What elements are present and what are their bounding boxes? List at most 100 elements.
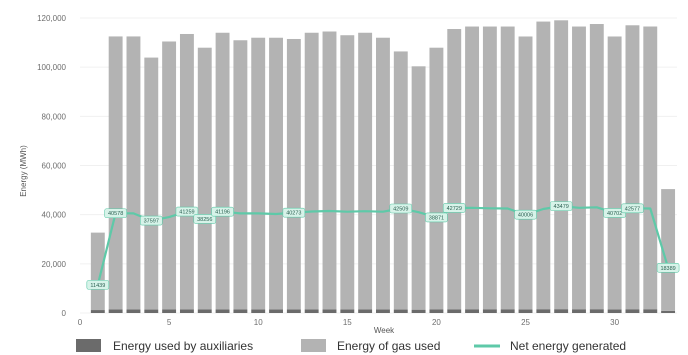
bar-gas[interactable] — [625, 25, 640, 310]
bar-auxiliaries[interactable] — [197, 309, 212, 313]
data-label: 43479 — [554, 204, 569, 210]
bar-auxiliaries[interactable] — [589, 309, 604, 313]
bar-gas[interactable] — [162, 41, 177, 310]
y-tick-label: 100,000 — [37, 63, 66, 72]
bar-gas[interactable] — [340, 35, 355, 310]
bar-gas[interactable] — [286, 38, 301, 310]
bar-gas[interactable] — [643, 26, 658, 310]
bar-gas[interactable] — [251, 37, 266, 310]
data-label-box — [282, 207, 306, 218]
bar-auxiliaries[interactable] — [376, 309, 390, 313]
bar-gas[interactable] — [233, 40, 248, 310]
bar-gas[interactable] — [179, 33, 194, 310]
y-axis-title: Energy (MWh) — [19, 145, 28, 197]
x-tick-label: 15 — [343, 318, 352, 327]
bar-auxiliaries[interactable] — [554, 309, 569, 313]
bar-auxiliaries[interactable] — [215, 309, 230, 313]
bar-auxiliaries[interactable] — [90, 310, 105, 313]
bar-auxiliaries[interactable] — [126, 309, 141, 313]
data-label-box — [656, 262, 680, 273]
legend-swatch-auxiliaries — [76, 339, 101, 352]
y-tick-label: 0 — [62, 309, 67, 318]
bar-gas[interactable] — [465, 26, 480, 310]
bar-auxiliaries[interactable] — [144, 309, 159, 313]
bar-gas[interactable] — [429, 47, 444, 310]
data-label-box — [514, 209, 537, 220]
bar-gas[interactable] — [393, 51, 408, 310]
data-label: 37597 — [144, 219, 159, 225]
bar-gas[interactable] — [536, 21, 551, 310]
bar-gas[interactable] — [90, 232, 105, 311]
bar-gas[interactable] — [269, 37, 283, 310]
data-label: 40702 — [607, 211, 622, 217]
x-axis-ticks: 0 5 10 15 20 25 30 — [78, 318, 620, 327]
bar-gas[interactable] — [376, 37, 390, 310]
y-tick-label: 120,000 — [37, 14, 66, 23]
bar-gas[interactable] — [518, 36, 533, 310]
bar-gas[interactable] — [358, 32, 373, 310]
bar-auxiliaries[interactable] — [286, 309, 301, 313]
bar-gas[interactable] — [572, 26, 586, 310]
bar-auxiliaries[interactable] — [269, 309, 283, 313]
bar-auxiliaries[interactable] — [500, 309, 515, 313]
bar-auxiliaries[interactable] — [162, 309, 177, 313]
x-tick-label: 25 — [521, 318, 530, 327]
bar-gas[interactable] — [554, 20, 569, 310]
x-tick-label: 0 — [78, 318, 83, 327]
bar-gas[interactable] — [482, 26, 497, 310]
bar-auxiliaries[interactable] — [465, 309, 480, 313]
bar-gas[interactable] — [607, 36, 622, 310]
data-label-box — [549, 201, 573, 211]
y-tick-label: 20,000 — [42, 260, 67, 269]
bar-auxiliaries[interactable] — [607, 309, 622, 313]
bar-gas[interactable] — [500, 26, 515, 310]
bar-auxiliaries[interactable] — [518, 309, 533, 313]
bar-auxiliaries[interactable] — [251, 309, 266, 313]
bar-gas[interactable] — [304, 32, 319, 310]
bar-gas[interactable] — [126, 36, 141, 310]
data-label-box — [104, 208, 127, 219]
x-tick-label: 30 — [610, 318, 619, 327]
bar-auxiliaries[interactable] — [447, 309, 462, 313]
x-tick-label: 20 — [432, 318, 441, 327]
bar-auxiliaries[interactable] — [108, 309, 123, 313]
bar-gas[interactable] — [589, 24, 604, 310]
legend-item-auxiliaries[interactable]: Energy used by auxiliaries — [76, 339, 253, 353]
legend-item-net[interactable]: Net energy generated — [474, 339, 626, 353]
data-label-box — [175, 206, 199, 217]
data-label: 38256 — [197, 217, 212, 223]
bar-auxiliaries[interactable] — [340, 309, 355, 313]
data-label-box — [139, 215, 163, 226]
bar-auxiliaries[interactable] — [661, 310, 676, 313]
bar-auxiliaries[interactable] — [572, 309, 586, 313]
bar-auxiliaries[interactable] — [429, 309, 444, 313]
bar-auxiliaries[interactable] — [358, 309, 373, 313]
bar-gas[interactable] — [411, 66, 426, 310]
bar-auxiliaries[interactable] — [482, 309, 497, 313]
bar-auxiliaries[interactable] — [233, 309, 248, 313]
bar-gas[interactable] — [447, 29, 462, 310]
y-axis-ticks: 0 20,000 40,000 60,000 80,000 100,000 120,000 — [37, 14, 66, 318]
bar-gas[interactable] — [215, 32, 230, 310]
bar-auxiliaries[interactable] — [643, 309, 658, 313]
legend-item-gas[interactable]: Energy of gas used — [301, 339, 440, 353]
bar-auxiliaries[interactable] — [304, 309, 319, 313]
data-label: 42509 — [393, 206, 408, 212]
data-label: 42577 — [625, 206, 640, 212]
bar-auxiliaries[interactable] — [411, 309, 426, 313]
bar-gas[interactable] — [661, 189, 676, 311]
data-label: 42729 — [447, 206, 462, 212]
bar-auxiliaries[interactable] — [393, 309, 408, 313]
bar-auxiliaries[interactable] — [322, 309, 337, 313]
bar-gas[interactable] — [108, 36, 123, 310]
legend-label-auxiliaries: Energy used by auxiliaries — [113, 339, 253, 353]
bars — [90, 20, 676, 313]
bar-gas[interactable] — [144, 57, 159, 310]
bar-auxiliaries[interactable] — [536, 309, 551, 313]
bar-gas[interactable] — [197, 47, 212, 310]
bar-gas[interactable] — [322, 31, 337, 310]
data-label: 41259 — [179, 210, 194, 216]
bar-auxiliaries[interactable] — [625, 309, 640, 313]
bar-auxiliaries[interactable] — [179, 309, 194, 313]
